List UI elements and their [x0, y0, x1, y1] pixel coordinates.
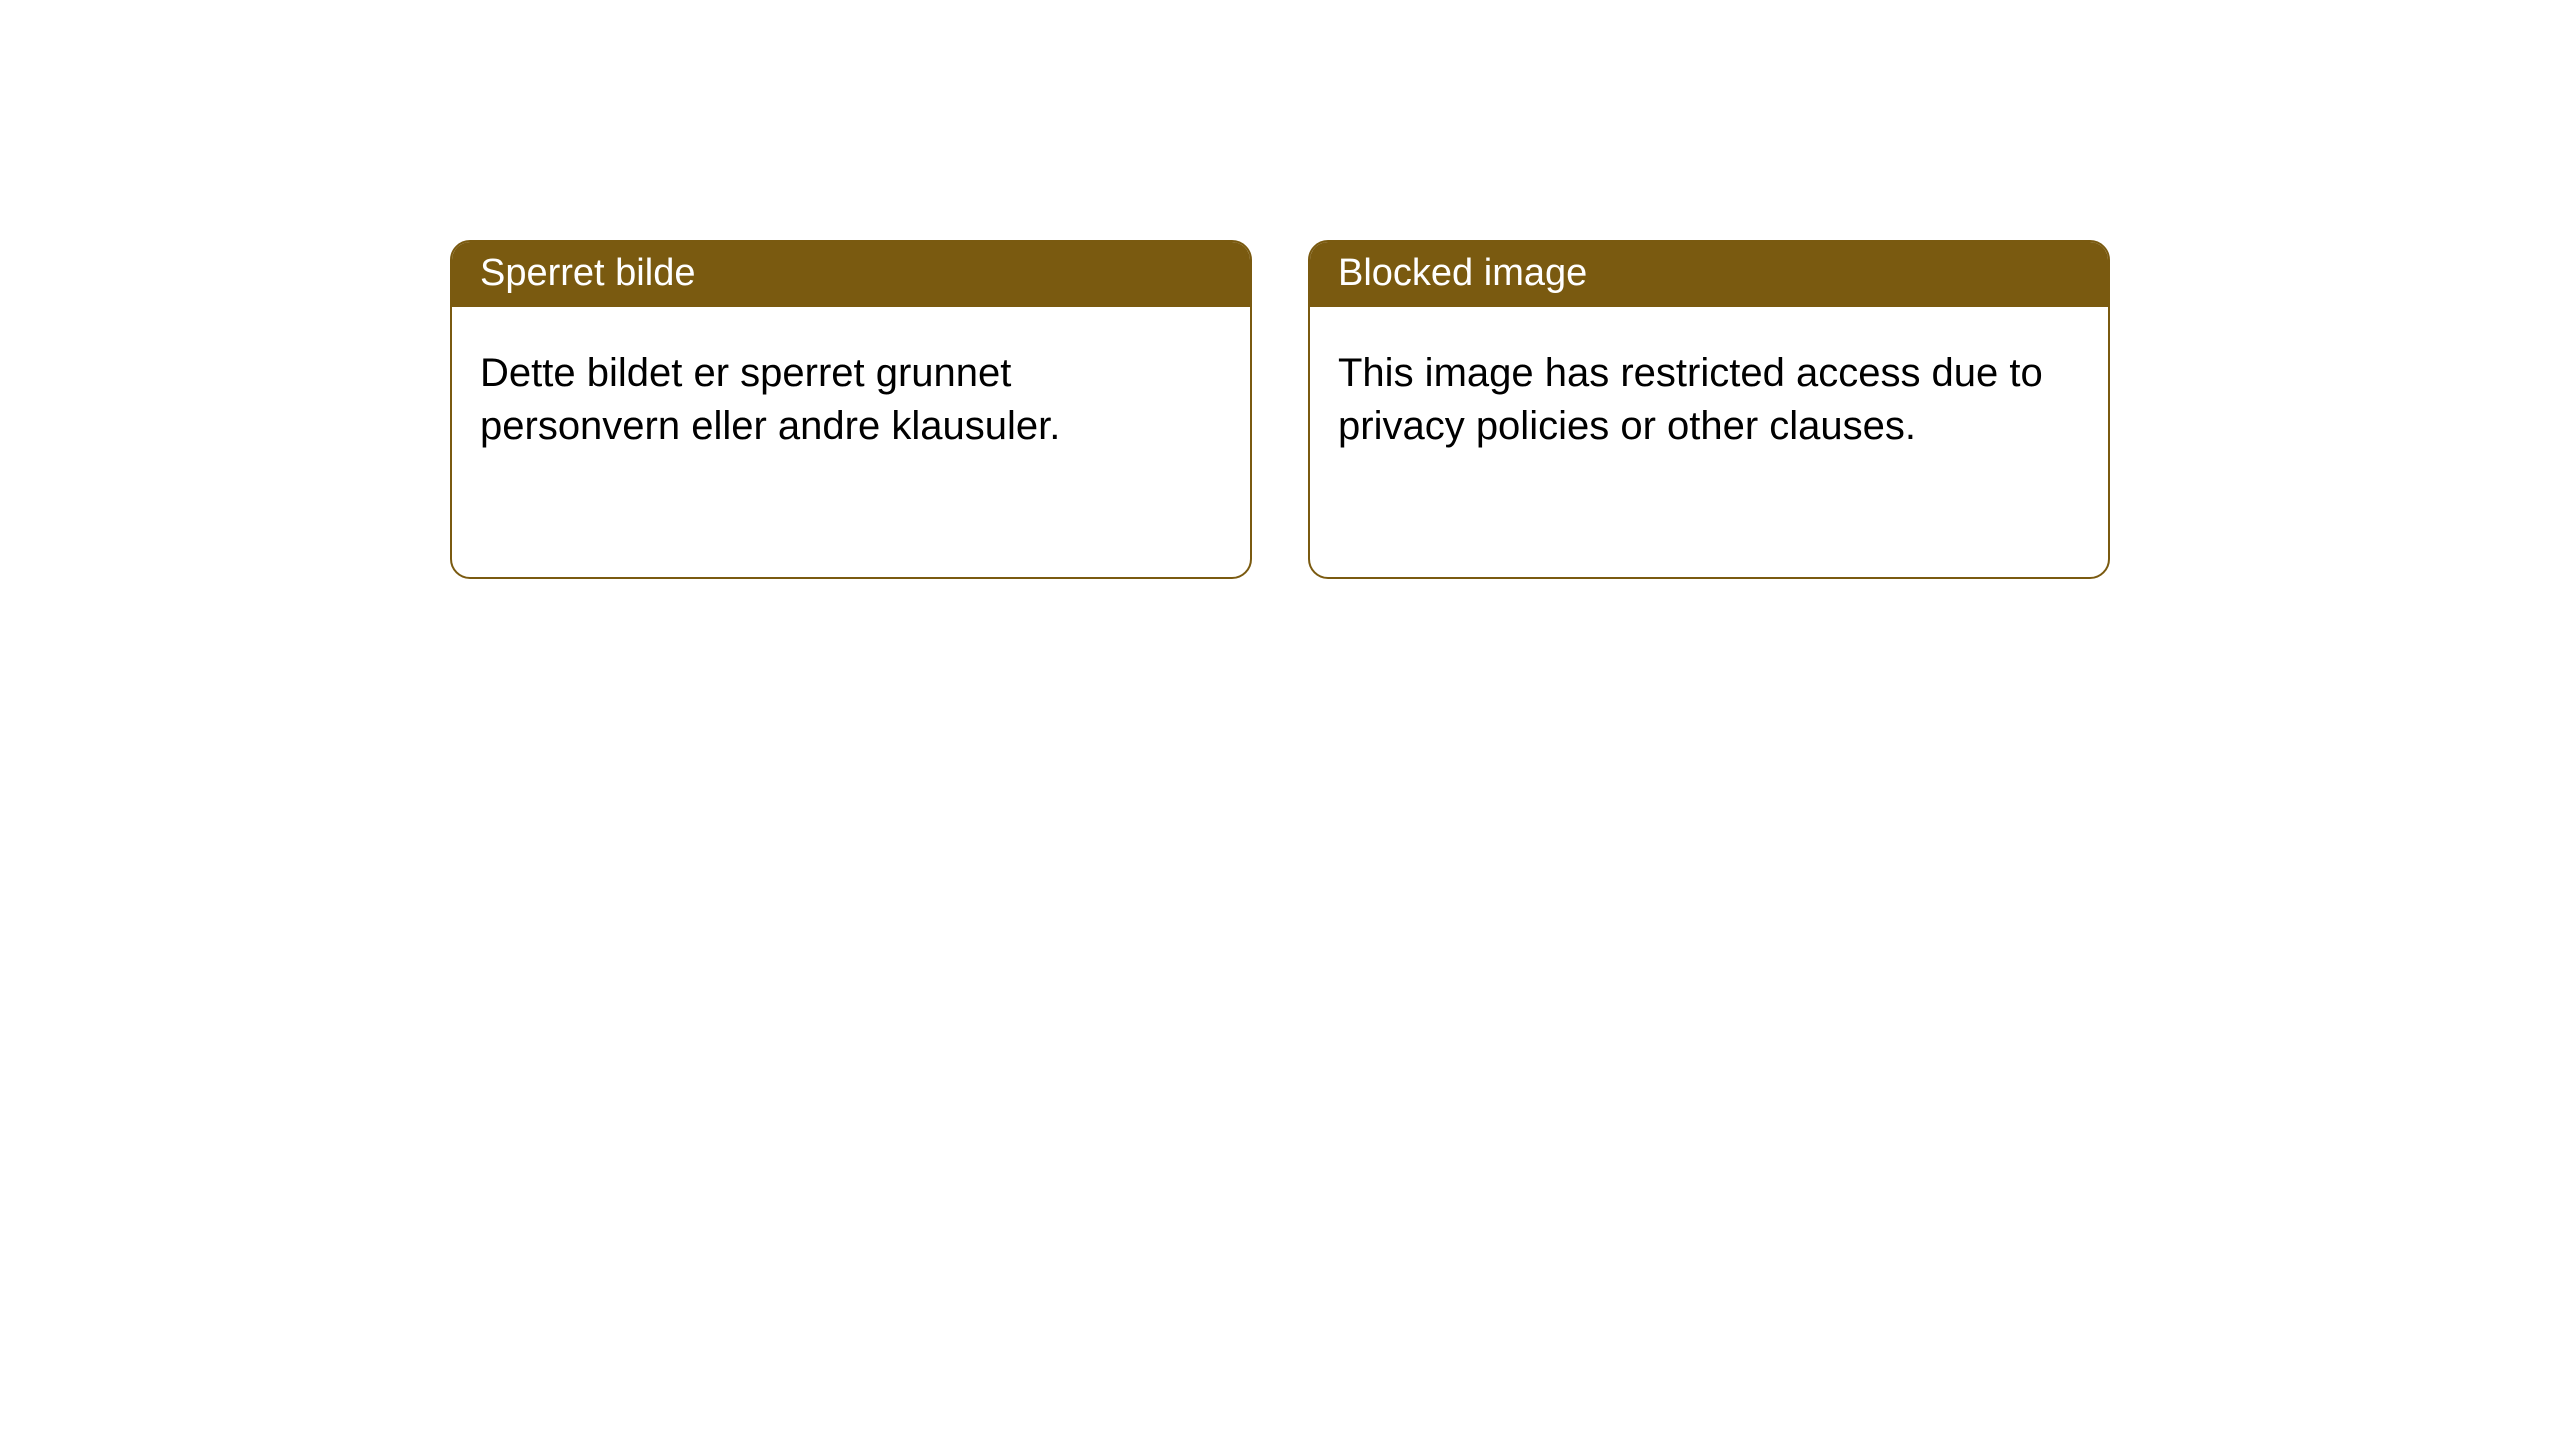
notice-container: Sperret bilde Dette bildet er sperret gr…	[0, 0, 2560, 579]
notice-body-norwegian: Dette bildet er sperret grunnet personve…	[452, 307, 1250, 577]
notice-card-norwegian: Sperret bilde Dette bildet er sperret gr…	[450, 240, 1252, 579]
notice-body-english: This image has restricted access due to …	[1310, 307, 2108, 577]
notice-title-english: Blocked image	[1310, 242, 2108, 307]
notice-card-english: Blocked image This image has restricted …	[1308, 240, 2110, 579]
notice-title-norwegian: Sperret bilde	[452, 242, 1250, 307]
